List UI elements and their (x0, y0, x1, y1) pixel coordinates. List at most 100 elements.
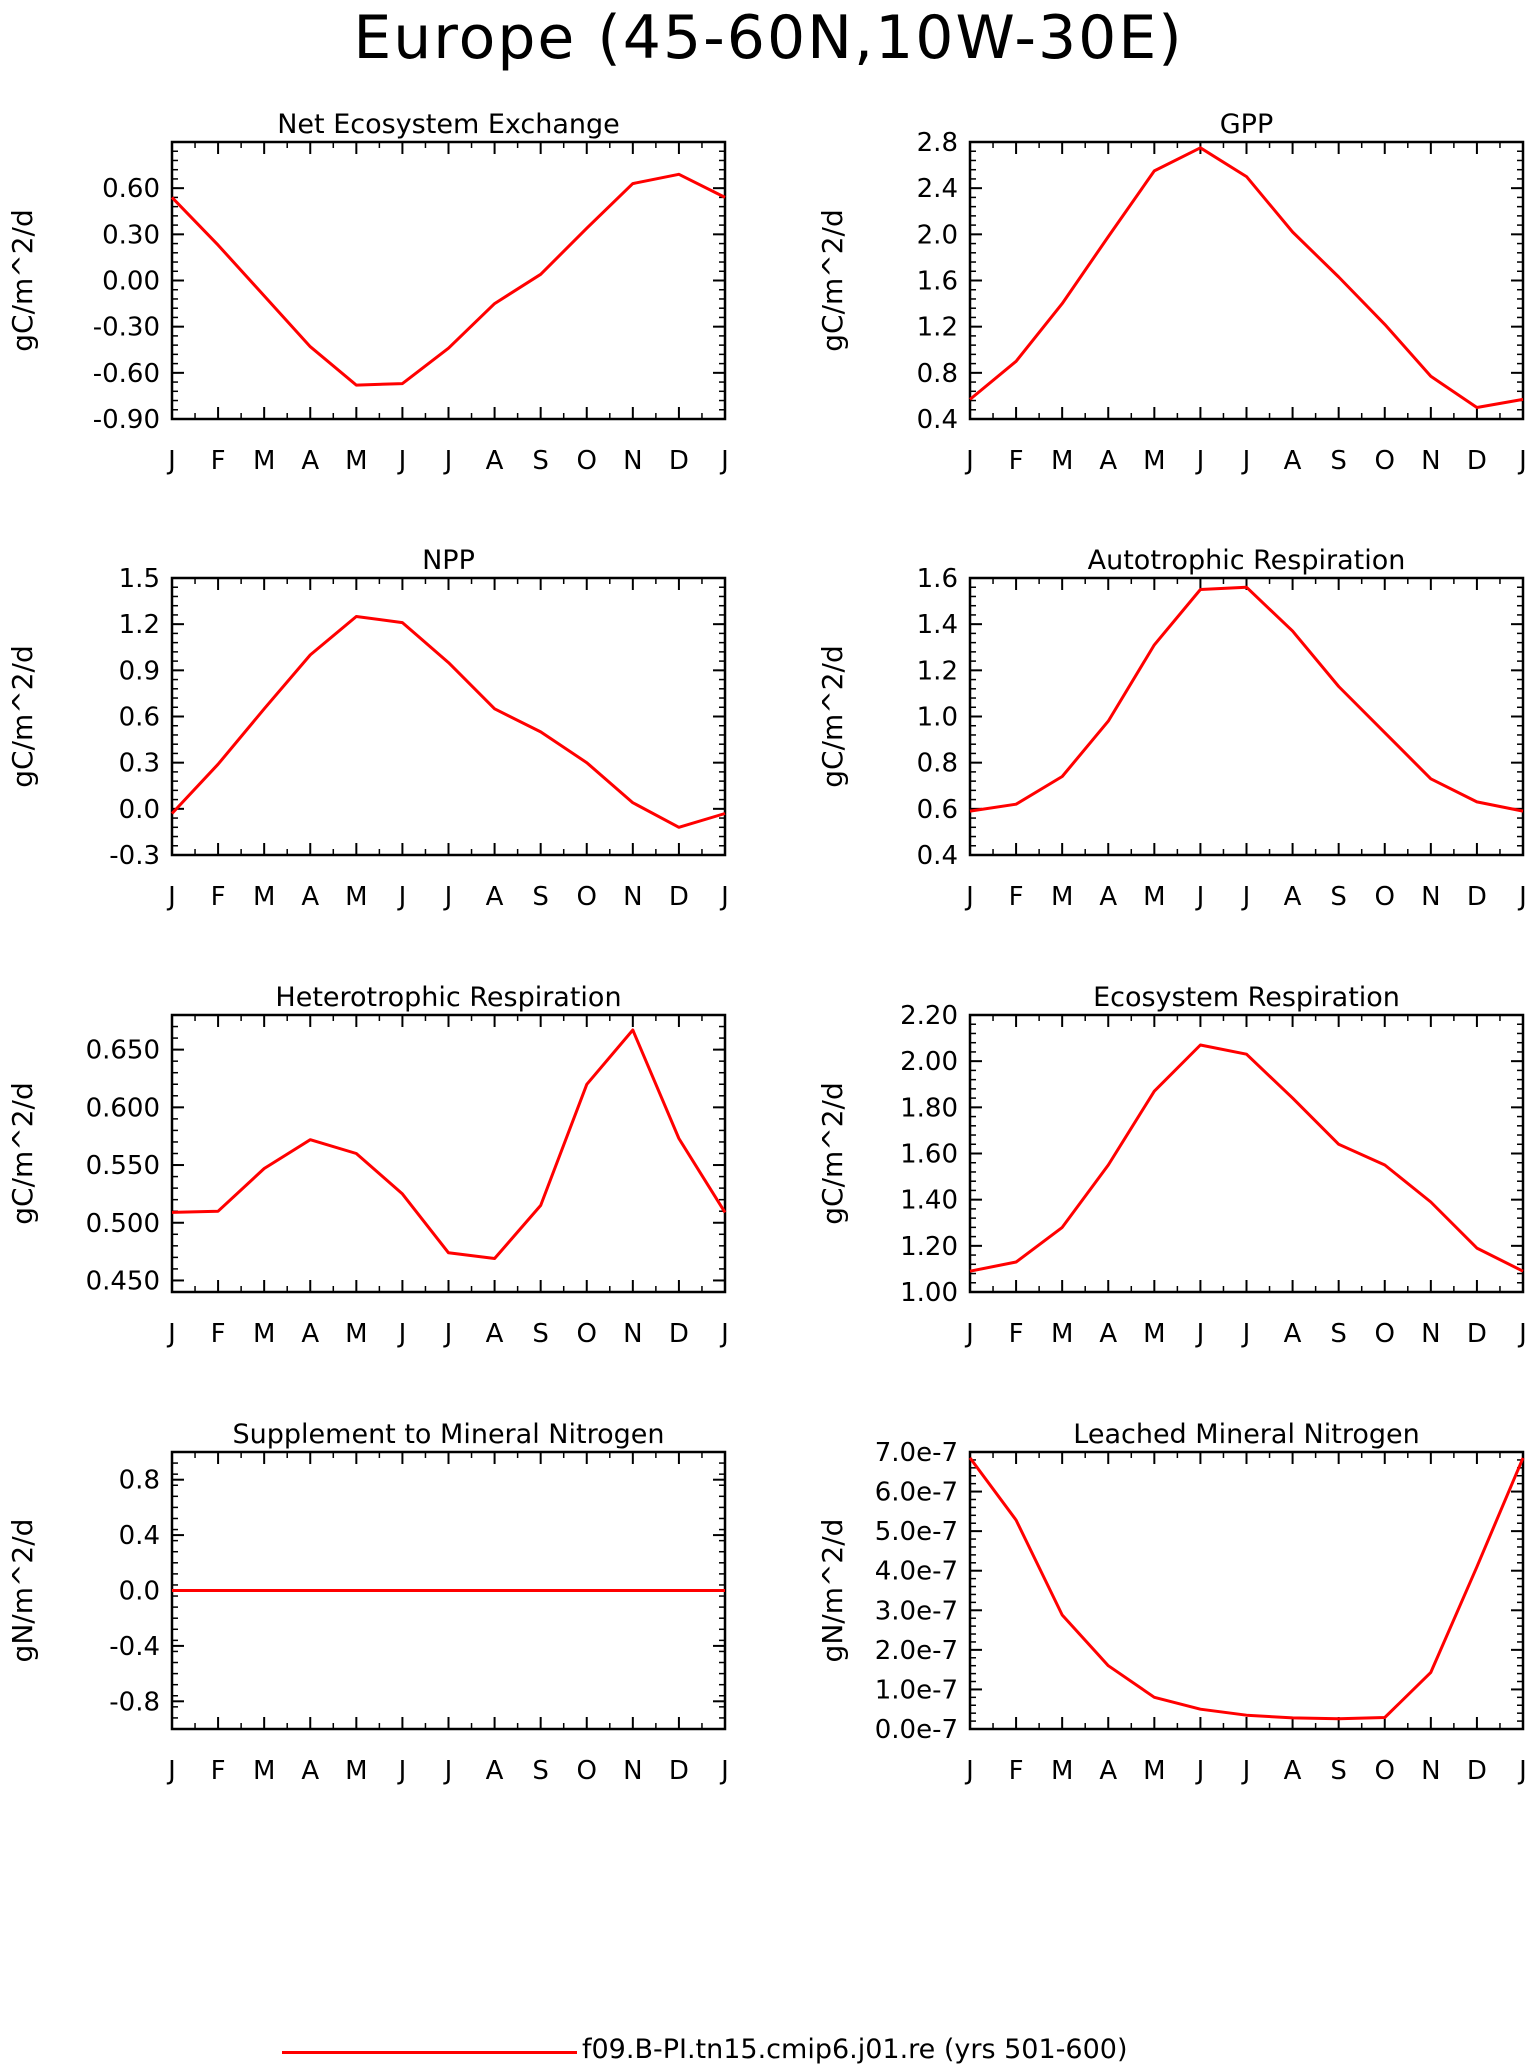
y-axis-label: gC/m^2/d (816, 645, 849, 788)
x-tick-label: J (964, 1319, 974, 1349)
legend-label: f09.B-PI.tn15.cmip6.j01.re (yrs 501-600) (582, 2034, 1128, 2065)
x-tick-label: O (1375, 1756, 1395, 1786)
x-tick-label: J (397, 1319, 407, 1349)
x-tick-label: A (301, 446, 319, 476)
x-tick-label: S (1330, 446, 1347, 476)
x-tick-label: A (1284, 882, 1302, 912)
y-axis-label: gC/m^2/d (816, 209, 849, 352)
y-tick-label: 7.0e-7 (875, 1438, 958, 1468)
x-tick-label: J (166, 1319, 176, 1349)
x-tick-label: O (1375, 446, 1395, 476)
y-tick-label: 0.550 (86, 1151, 160, 1181)
x-tick-label: N (1421, 882, 1440, 912)
y-tick-label: 0.0e-7 (875, 1715, 958, 1745)
x-tick-label: A (1099, 1756, 1117, 1786)
plot-frame (968, 576, 1525, 857)
x-tick-label: J (1241, 446, 1251, 476)
x-tick-label: M (1143, 1756, 1165, 1786)
y-tick-label: 0.8 (917, 359, 958, 389)
x-tick-label: M (253, 882, 275, 912)
y-axis-label: gC/m^2/d (816, 1082, 849, 1225)
y-tick-label: 0.4 (917, 841, 958, 871)
x-tick-label: N (623, 1319, 642, 1349)
y-tick-label: 5.0e-7 (875, 1517, 958, 1547)
x-tick-label: M (1051, 1756, 1073, 1786)
x-tick-label: A (301, 882, 319, 912)
x-tick-label: J (443, 446, 453, 476)
y-tick-label: 0.650 (86, 1036, 160, 1066)
chart-npp: J F M A M J J A S O N D J-0.30.00.30.60.91.21.5NPPgC… (6, 545, 729, 912)
y-tick-label: 1.60 (900, 1140, 958, 1170)
y-tick-label: 2.4 (917, 174, 958, 204)
x-tick-label: J (1241, 1319, 1251, 1349)
legend-line-swatch (282, 2051, 577, 2054)
chart-title: Net Ecosystem Exchange (277, 109, 620, 140)
x-tick-label: J (1517, 1319, 1527, 1349)
y-tick-label: 2.20 (900, 1001, 958, 1031)
x-tick-label: A (1099, 882, 1117, 912)
y-tick-label: 1.2 (119, 610, 160, 640)
x-tick-label: A (1099, 446, 1117, 476)
y-tick-label: 0.4 (119, 1521, 160, 1551)
x-tick-label: M (253, 446, 275, 476)
x-tick-label: A (1284, 1319, 1302, 1349)
y-tick-label: 1.2 (917, 313, 958, 343)
chart-supplement-to-mineral-nitrogen: J F M A M J J A S O N D J-0.8-0.40.00.40.8Supplement… (6, 1419, 729, 1786)
y-tick-label: 1.80 (900, 1093, 958, 1123)
y-tick-label: -0.3 (109, 841, 160, 871)
series-line (170, 615, 726, 829)
x-tick-label: M (345, 446, 367, 476)
y-tick-label: 2.0 (917, 220, 958, 250)
chart-title: GPP (1220, 109, 1274, 140)
x-tick-label: J (1517, 882, 1527, 912)
chart-title: NPP (422, 545, 475, 576)
series-line (171, 1028, 727, 1260)
x-tick-label: N (623, 882, 642, 912)
x-tick-label: F (1009, 1319, 1024, 1349)
x-tick-label: D (1467, 882, 1487, 912)
y-tick-label: 0.4 (917, 405, 958, 435)
x-tick-label: S (1330, 1319, 1347, 1349)
chart-ecosystem-respiration: J F M A M J J A S O N D J1.001.201.401.601.802.002.2… (816, 982, 1527, 1349)
x-tick-label: M (345, 1756, 367, 1786)
y-tick-label: -0.30 (93, 313, 160, 343)
x-tick-label: F (211, 882, 226, 912)
y-tick-label: 2.8 (917, 128, 958, 158)
x-tick-label: A (1284, 1756, 1302, 1786)
chart-title: Supplement to Mineral Nitrogen (233, 1419, 665, 1450)
y-axis-label: gN/m^2/d (6, 1519, 39, 1663)
x-tick-label: J (964, 882, 974, 912)
x-tick-label: D (1467, 1319, 1487, 1349)
x-tick-label: N (623, 1756, 642, 1786)
y-tick-label: 0.0 (119, 1577, 160, 1607)
x-tick-label: M (1051, 446, 1073, 476)
y-tick-label: 2.00 (900, 1047, 958, 1077)
x-tick-label: F (1009, 882, 1024, 912)
x-tick-label: S (532, 1319, 549, 1349)
x-tick-label: J (1195, 446, 1205, 476)
y-tick-label: 0.500 (86, 1209, 160, 1239)
y-tick-label: -0.60 (93, 359, 160, 389)
x-tick-label: J (1241, 882, 1251, 912)
x-tick-label: J (166, 1756, 176, 1786)
y-tick-label: 1.00 (900, 1278, 958, 1308)
x-tick-label: M (253, 1756, 275, 1786)
y-tick-label: 0.00 (102, 267, 160, 297)
y-tick-label: 1.0 (917, 703, 958, 733)
plot-frame (170, 576, 727, 857)
y-tick-label: 4.0e-7 (875, 1557, 958, 1587)
x-tick-label: M (1051, 882, 1073, 912)
x-tick-label: J (1241, 1756, 1251, 1786)
x-tick-label: F (211, 446, 226, 476)
y-tick-label: 0.9 (119, 656, 160, 686)
x-tick-label: A (486, 1756, 504, 1786)
x-tick-label: A (301, 1756, 319, 1786)
x-tick-label: D (669, 1319, 689, 1349)
x-tick-label: N (1421, 1756, 1440, 1786)
x-tick-label: J (397, 446, 407, 476)
y-tick-label: 0.8 (119, 1466, 160, 1496)
x-tick-label: S (1330, 882, 1347, 912)
y-tick-label: 0.30 (102, 220, 160, 250)
x-tick-label: A (1099, 1319, 1117, 1349)
